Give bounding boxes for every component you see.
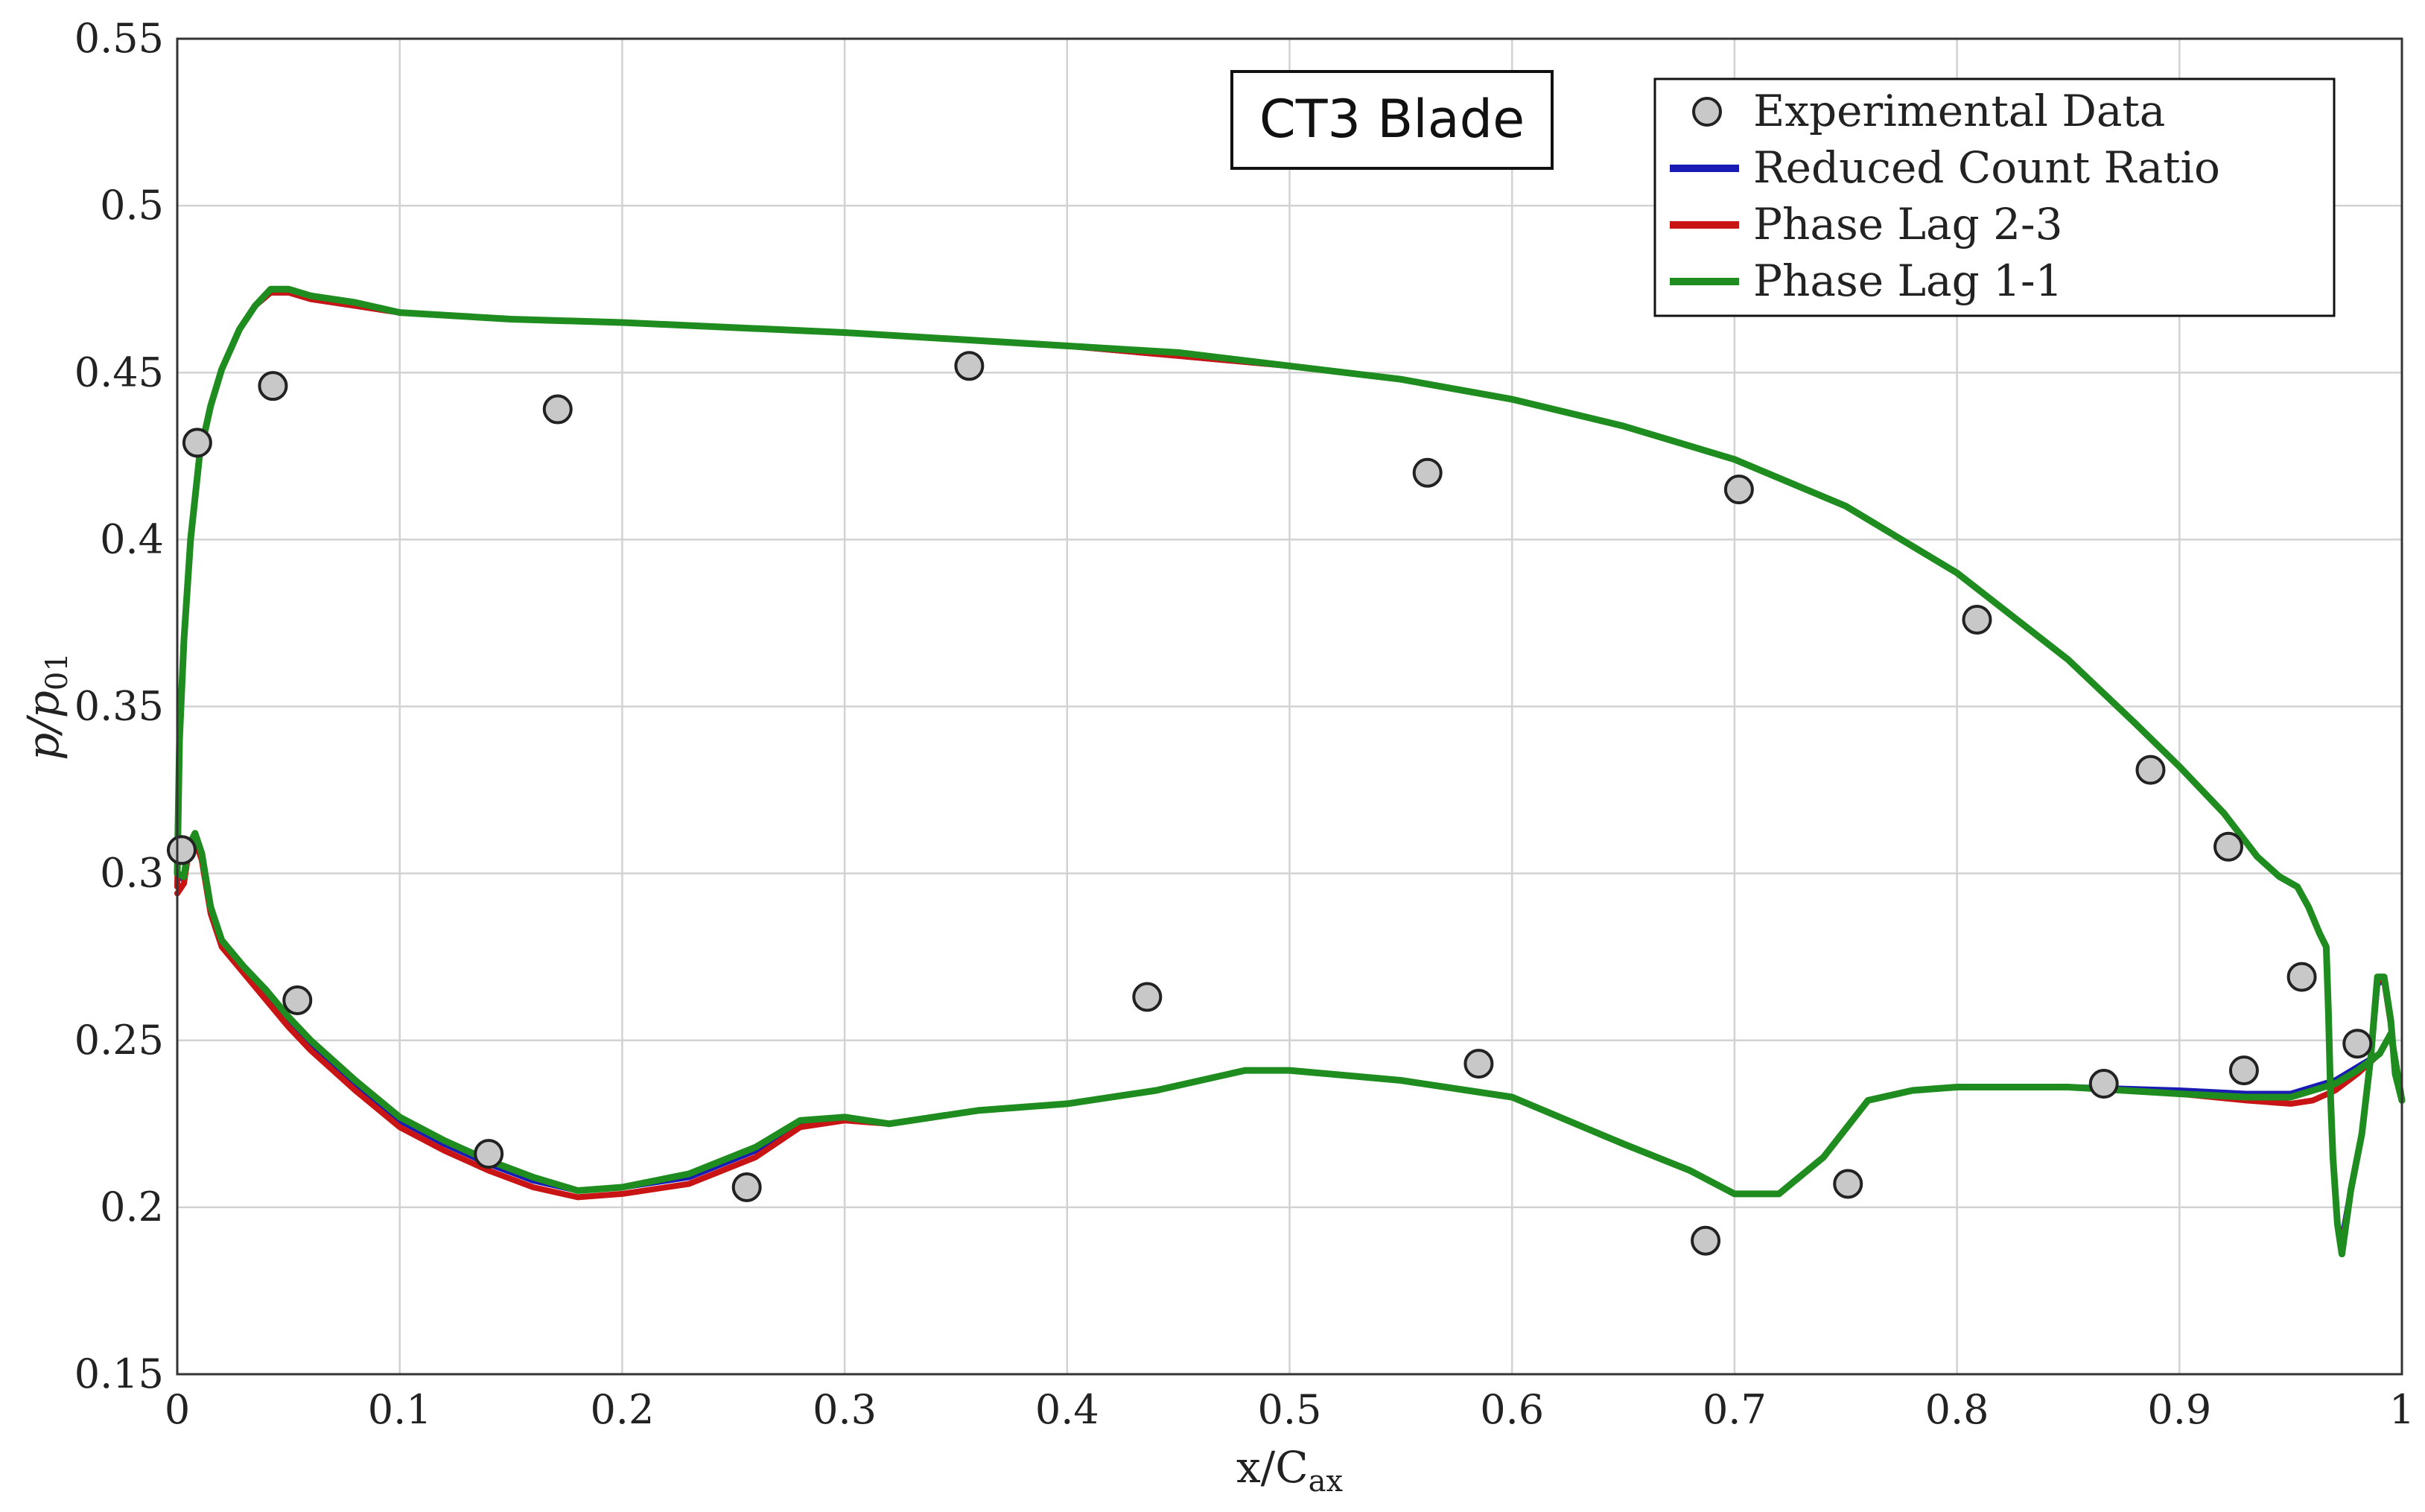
experimental-point [2088, 1069, 2119, 1099]
experimental-point [1463, 1049, 1494, 1079]
y-tick-label: 0.25 [74, 1017, 164, 1064]
legend-marker-experimental [1692, 97, 1722, 127]
experimental-point [282, 985, 313, 1015]
y-tick-label: 0.3 [100, 850, 164, 897]
series-layer [174, 285, 2406, 1258]
x-tick-label: 0.5 [1258, 1386, 1322, 1433]
experimental-point [1412, 457, 1443, 488]
y-tick-labels: 0.15 0.2 0.25 0.3 0.35 0.4 0.45 0.5 0.55 [74, 15, 164, 1397]
y-tick-label: 0.5 [100, 182, 164, 229]
chart-title-box: CT3 Blade [1230, 70, 1554, 170]
legend-frame [1653, 77, 2336, 317]
y-axis-label-main: p/p [18, 690, 69, 760]
x-tick-label: 0.1 [368, 1386, 432, 1433]
experimental-point [2213, 831, 2244, 862]
x-axis-label: x/Cax [1236, 1442, 1343, 1499]
experimental-point [1833, 1169, 1863, 1199]
x-tick-label: 0.2 [590, 1386, 654, 1433]
experimental-point [258, 371, 288, 401]
experimental-point [954, 351, 985, 381]
experimental-points-layer [166, 351, 2373, 1256]
y-axis-label: p/p01 [18, 652, 74, 760]
chart-title: CT3 Blade [1259, 89, 1525, 150]
legend-label-0: Experimental Data [1753, 86, 2165, 136]
y-tick-label: 0.55 [74, 15, 164, 62]
y-axis-label-sub: 01 [40, 652, 74, 690]
legend-label-2: Phase Lag 2-3 [1753, 199, 2063, 250]
x-tick-label: 0 [165, 1386, 190, 1433]
legend-label-3: Phase Lag 1-1 [1753, 255, 2063, 306]
experimental-point [1691, 1225, 1721, 1256]
experimental-point [1962, 604, 1992, 635]
experimental-point [2286, 962, 2317, 992]
series-line-3-lower [174, 830, 2406, 1198]
y-tick-label: 0.4 [100, 515, 164, 562]
plot-frame [176, 37, 2403, 1376]
experimental-point [731, 1172, 762, 1202]
x-tick-label: 0.9 [2147, 1386, 2211, 1433]
experimental-point [1723, 474, 1754, 505]
legend: Experimental Data Reduced Count Ratio Phas… [1653, 77, 2336, 317]
x-axis-label-main: x/C [1236, 1442, 1309, 1493]
x-tick-label: 0.8 [1925, 1386, 1989, 1433]
x-axis-label-sub: ax [1309, 1464, 1344, 1499]
y-tick-label: 0.35 [74, 683, 164, 730]
series-line-3-upper [174, 285, 2406, 1258]
y-tick-label: 0.15 [74, 1350, 164, 1397]
experimental-point [166, 835, 197, 865]
y-tick-label: 0.2 [100, 1184, 164, 1230]
x-tick-label: 0.7 [1703, 1386, 1767, 1433]
experimental-point [474, 1139, 504, 1169]
experimental-point [2342, 1029, 2373, 1059]
experimental-point [1132, 982, 1163, 1012]
experimental-point [2228, 1055, 2259, 1086]
title-box-frame [1230, 70, 1554, 170]
x-tick-label: 0.6 [1480, 1386, 1544, 1433]
experimental-point [2135, 755, 2166, 785]
x-tick-label: 1 [2389, 1386, 2415, 1433]
experimental-point [182, 428, 212, 458]
x-tick-label: 0.3 [813, 1386, 877, 1433]
x-tick-labels: 0 0.1 0.2 0.3 0.4 0.5 0.6 0.7 0.8 0.9 1 [165, 1386, 2415, 1433]
x-tick-label: 0.4 [1035, 1386, 1099, 1433]
legend-label-1: Reduced Count Ratio [1753, 142, 2220, 193]
experimental-point [542, 394, 573, 425]
y-tick-label: 0.45 [74, 349, 164, 396]
